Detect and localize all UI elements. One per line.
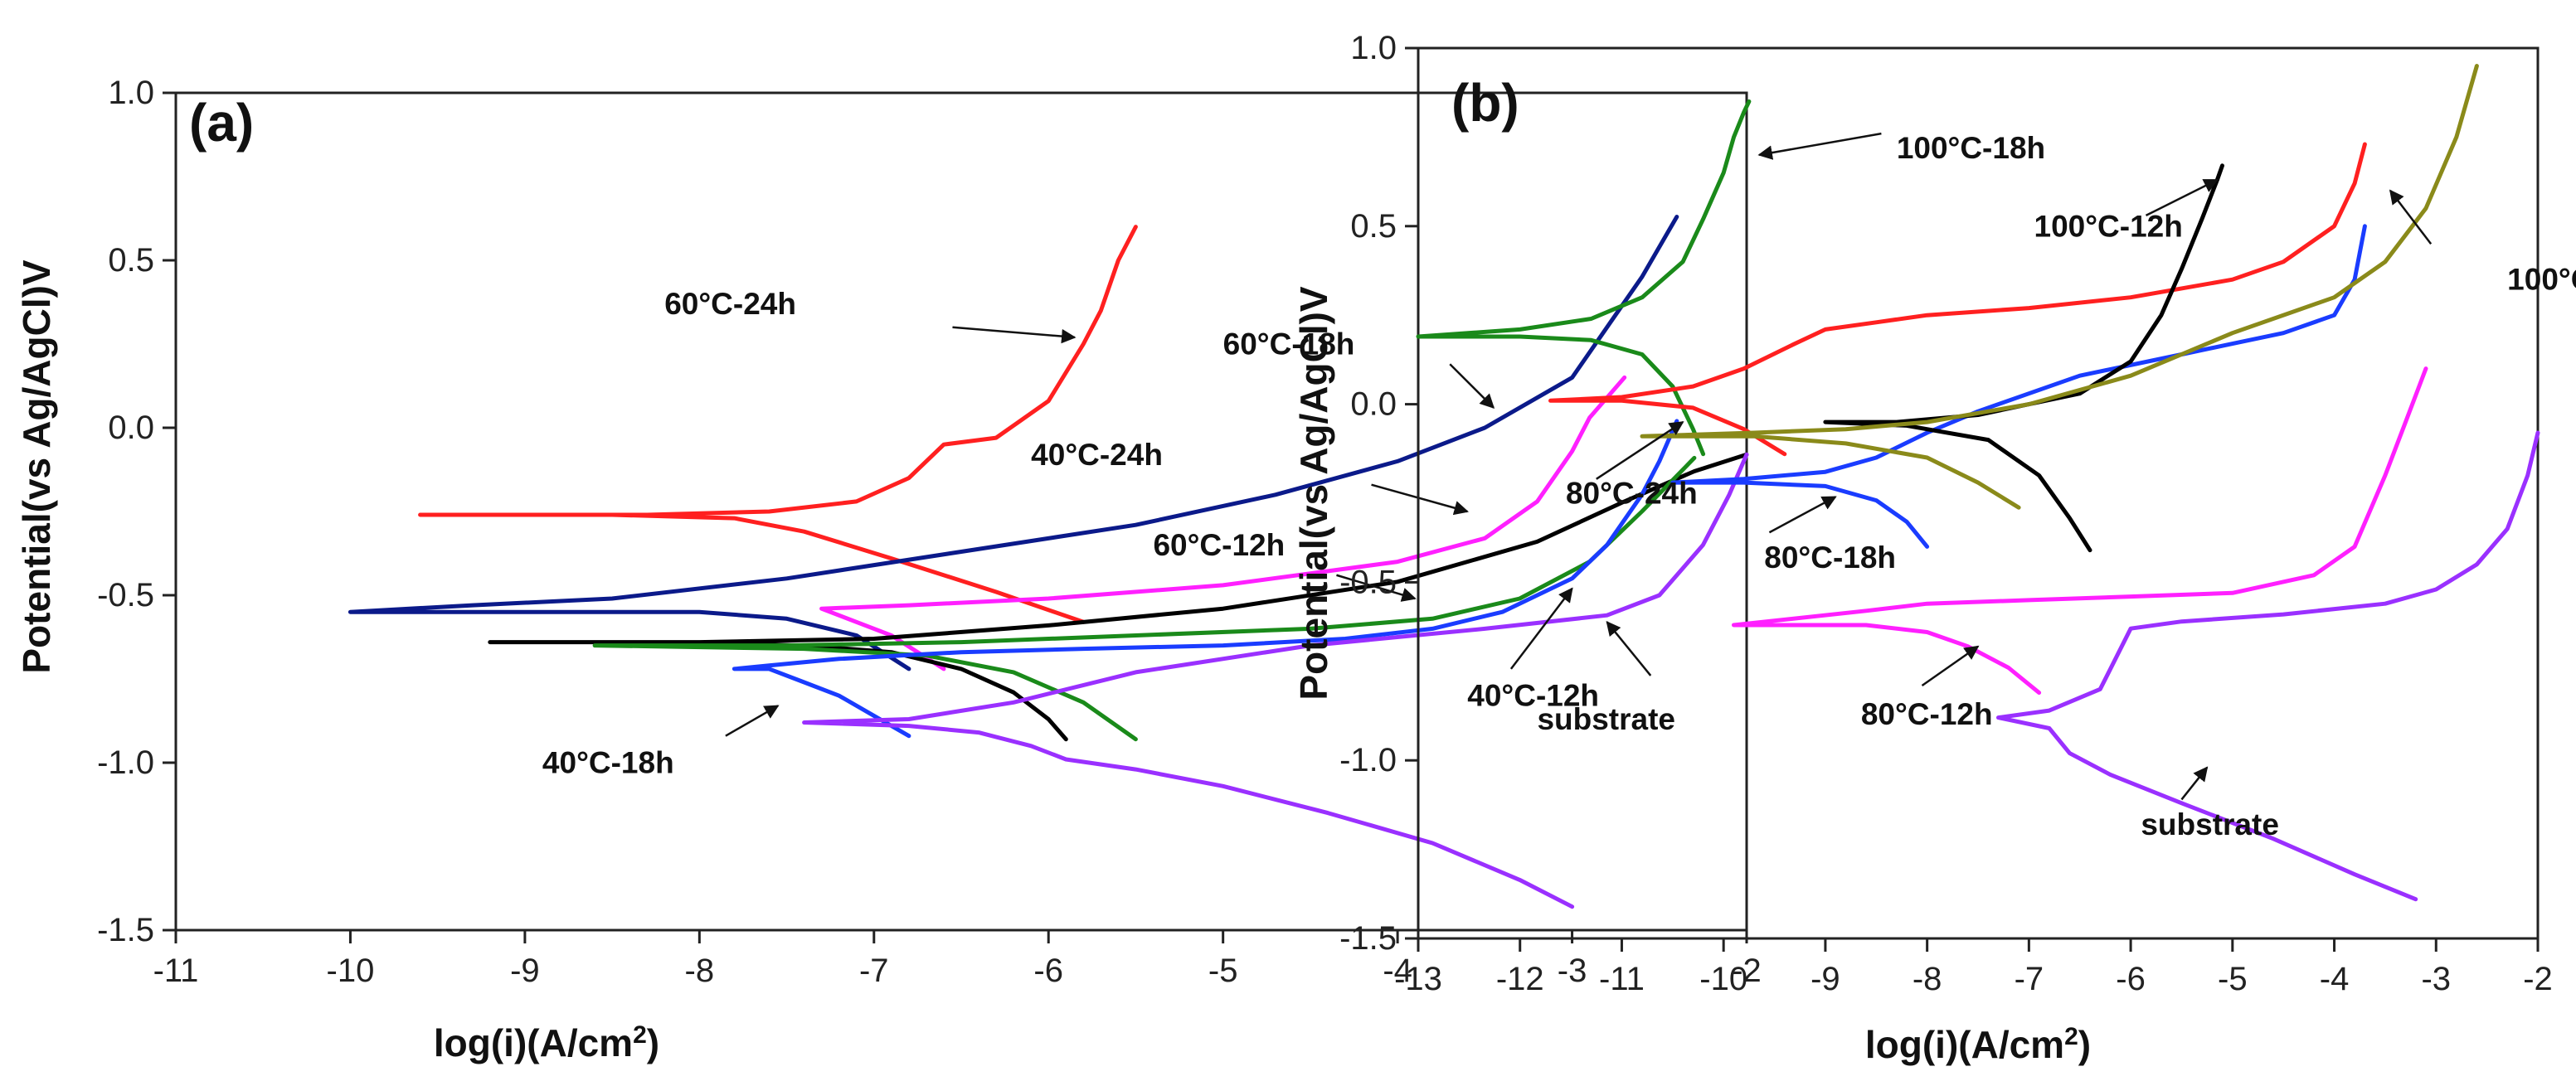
series-line-40c-24h-a — [819, 375, 1627, 671]
annotation-arrow — [1921, 645, 1980, 687]
chart-panel-b: (b) log(i)(A/cm2) Potential(vs Ag/AgCl)V… — [1292, 30, 2576, 1066]
series-line-80c-24h-b — [1548, 142, 2367, 457]
series-line-80c-18h-b — [1670, 224, 2367, 549]
x-axis-label-b-sup: 2 — [2064, 1023, 2078, 1050]
annotation-label: substrate — [1537, 702, 1675, 736]
series-line-80c-12h-b — [1732, 366, 2428, 696]
x-tick-label: -13 — [1394, 961, 1442, 997]
annotation-label: 60°C-18h — [1223, 327, 1355, 361]
x-tick-label: -11 — [1599, 961, 1645, 997]
series-line-40c-12h-a — [592, 455, 1697, 742]
y-tick-label: 0.0 — [1350, 386, 1397, 423]
y-tick-label: -0.5 — [1339, 564, 1397, 600]
chart-panel-a: (a) log(i)(A/cm2) Potential(vs Ag/AgCl)V… — [15, 75, 1762, 1064]
x-axis-label-a-sup: 2 — [633, 1021, 647, 1049]
y-tick-label: -1.5 — [1339, 920, 1397, 957]
annotation-label: 80°C-12h — [1861, 697, 1993, 731]
annotation-arrow — [1757, 132, 1882, 160]
x-tick-label: -6 — [1033, 953, 1063, 989]
x-tick-label: -5 — [1208, 953, 1238, 989]
x-tick-label: -2 — [1732, 953, 1762, 989]
y-tick-label: 1.0 — [108, 75, 154, 111]
x-tick-label: -9 — [1810, 961, 1840, 997]
y-tick-label: 0.5 — [1350, 208, 1397, 245]
x-tick-label: -11 — [153, 953, 199, 989]
y-tick-label: 0.0 — [108, 410, 154, 446]
panel-label-b: (b) — [1451, 73, 1519, 133]
annotation-arrow — [1606, 620, 1652, 676]
plot-frame-a — [174, 91, 1748, 932]
x-tick-label: -8 — [1913, 961, 1942, 997]
annotation-label: 60°C-24h — [664, 287, 796, 321]
x-tick-label: -4 — [1383, 953, 1412, 989]
x-tick-label: -7 — [2015, 961, 2044, 997]
x-tick-label: -10 — [327, 953, 375, 989]
y-tick-label: -1.5 — [97, 912, 154, 948]
annotation-label: 80°C-24h — [1566, 477, 1698, 511]
annotation-arrow — [1336, 574, 1417, 602]
annotation-label: 40°C-24h — [1031, 438, 1163, 472]
series-line-40c-18h-a — [731, 419, 1679, 739]
series-line-60c-18h-a — [348, 215, 1679, 671]
y-axis-label-a: Potential(vs Ag/AgCl)V — [15, 259, 58, 674]
x-axis-label-a-main: log(i)(A/cm — [434, 1021, 633, 1064]
y-tick-label: 1.0 — [1350, 30, 1397, 66]
annotation-arrow — [1768, 496, 1837, 534]
x-tick-label: -10 — [1699, 961, 1747, 997]
annotation-arrow — [2180, 766, 2209, 801]
annotation-label: 40°C-12h — [1467, 679, 1599, 713]
x-axis-label-b: log(i)(A/cm2) — [1865, 1023, 2091, 1067]
x-tick-label: -2 — [2523, 961, 2553, 997]
x-axis-label-a: log(i)(A/cm2) — [434, 1021, 659, 1065]
y-tick-label: -0.5 — [97, 577, 154, 613]
annotation-label: substrate — [2141, 807, 2279, 841]
series-line-substrate-a — [802, 452, 1749, 909]
annotation-label: 100°C-12h — [2034, 209, 2183, 243]
annotation-label: 100°C-24h — [2507, 263, 2576, 297]
annotation-label: 40°C-18h — [542, 746, 674, 780]
x-tick-label: -8 — [685, 953, 715, 989]
annotation-arrow — [952, 326, 1077, 344]
annotation-label: 100°C-18h — [1897, 131, 2045, 165]
x-tick-label: -3 — [2421, 961, 2451, 997]
y-tick-label: -1.0 — [97, 744, 154, 781]
annotation-arrow — [1449, 363, 1495, 409]
series-line-100c-24h-b — [1640, 64, 2479, 510]
series-line-60c-24h-a — [418, 225, 1138, 624]
annotation-label: 80°C-18h — [1764, 541, 1896, 575]
annotation-arrow — [1596, 421, 1684, 480]
annotation-arrow — [2145, 178, 2219, 217]
x-axis-label-a-close: ) — [647, 1021, 659, 1064]
y-tick-label: 0.5 — [108, 242, 154, 279]
x-tick-label: -6 — [2116, 961, 2146, 997]
series-line-60c-12h-a — [488, 452, 1749, 742]
y-tick-label: -1.0 — [1339, 742, 1397, 778]
x-axis-label-b-main: log(i)(A/cm — [1865, 1023, 2064, 1066]
x-tick-label: -3 — [1558, 953, 1587, 989]
series-line-100c-18h-b — [1416, 99, 1752, 457]
x-tick-label: -12 — [1496, 961, 1544, 997]
x-tick-label: -7 — [859, 953, 889, 989]
x-tick-label: -5 — [2218, 961, 2248, 997]
x-tick-label: -9 — [510, 953, 540, 989]
plot-frame-b — [1417, 46, 2540, 940]
annotation-arrow — [725, 705, 780, 737]
annotation-label: 60°C-12h — [1153, 528, 1285, 562]
x-axis-label-b-close: ) — [2078, 1023, 2091, 1066]
annotation-arrow — [1509, 587, 1573, 670]
y-axis-label-b: Potential(vs Ag/AgCl)V — [1292, 286, 1335, 701]
series-line-substrate-b — [1996, 430, 2540, 902]
annotation-arrow — [2389, 189, 2433, 245]
x-tick-label: -4 — [2320, 961, 2350, 997]
panel-label-a: (a) — [189, 93, 254, 153]
